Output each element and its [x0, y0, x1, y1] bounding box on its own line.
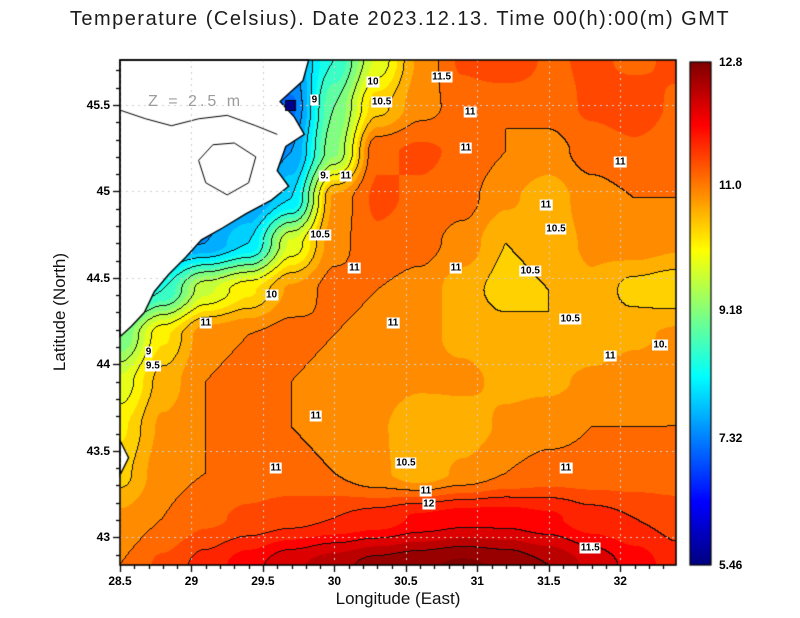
y-tick-label: 45	[96, 184, 110, 199]
x-tick-label: 31	[470, 574, 484, 588]
x-tick-label: 30.5	[394, 574, 418, 588]
contour-label: 9	[144, 346, 153, 358]
contour-label: 10.5	[370, 96, 393, 107]
contour-label: 11	[348, 262, 361, 274]
x-tick-label: 32	[613, 574, 627, 588]
contour-label: 11	[269, 462, 283, 474]
chart-title: Temperature (Celsius). Date 2023.12.13. …	[69, 8, 731, 30]
contour-label: 11	[613, 156, 627, 168]
contour-label: 10.5	[559, 313, 581, 325]
y-tick-label: 44	[96, 357, 110, 372]
y-tick-label: 43	[96, 530, 110, 545]
contour-label: 11	[559, 462, 573, 474]
contour-label: 10.	[652, 339, 669, 351]
x-tick-label: 30	[327, 574, 342, 588]
y-tick-label: 44.5	[86, 270, 110, 285]
contour-label: 11	[459, 142, 473, 154]
colorbar-tick-label: 12.8	[719, 55, 743, 69]
contour-label: 10.5	[395, 457, 417, 469]
y-tick-label: 43.5	[86, 443, 110, 458]
contour-label: 10	[264, 289, 279, 301]
contour-label: 12	[422, 498, 436, 510]
contour-label: 11	[539, 199, 553, 211]
contour-label: 10.5	[309, 229, 331, 241]
contour-label: 9	[310, 94, 319, 106]
colorbar-tick-label: 11.0	[719, 178, 742, 193]
depth-annotation: Z = 2.5 m	[148, 93, 244, 110]
x-tick-label: 31.5	[537, 574, 561, 588]
x-tick-label: 29	[184, 574, 199, 588]
contour-label: 11.5	[579, 542, 601, 554]
y-tick-label: 45.5	[86, 97, 110, 112]
contour-label: 11	[386, 317, 400, 329]
colorbar-tick-label: 5.46	[719, 558, 743, 572]
contour-label: 11	[463, 106, 477, 118]
x-axis-title: Longitude (East)	[335, 589, 461, 608]
contour-label: 11	[419, 485, 433, 497]
contour-label: 10	[366, 76, 380, 88]
contour-label: 11	[339, 170, 353, 182]
contour-label: 10.5	[519, 265, 541, 277]
contour-label: 11	[309, 410, 323, 422]
contour-label: 11	[199, 317, 213, 329]
contour-label: 11	[449, 262, 463, 274]
colorbar-tick-label: 9.18	[719, 303, 743, 318]
x-tick-label: 28.5	[108, 574, 132, 588]
contour-label: 11	[603, 350, 617, 362]
x-tick-label: 29.5	[251, 574, 275, 588]
colorbar-tick-label: 7.32	[719, 430, 743, 445]
contour-label: 9.	[319, 170, 330, 182]
contour-label: 10.5	[545, 223, 567, 235]
contour-label: 9.5	[144, 360, 161, 372]
contour-label: 11.5	[431, 71, 453, 83]
